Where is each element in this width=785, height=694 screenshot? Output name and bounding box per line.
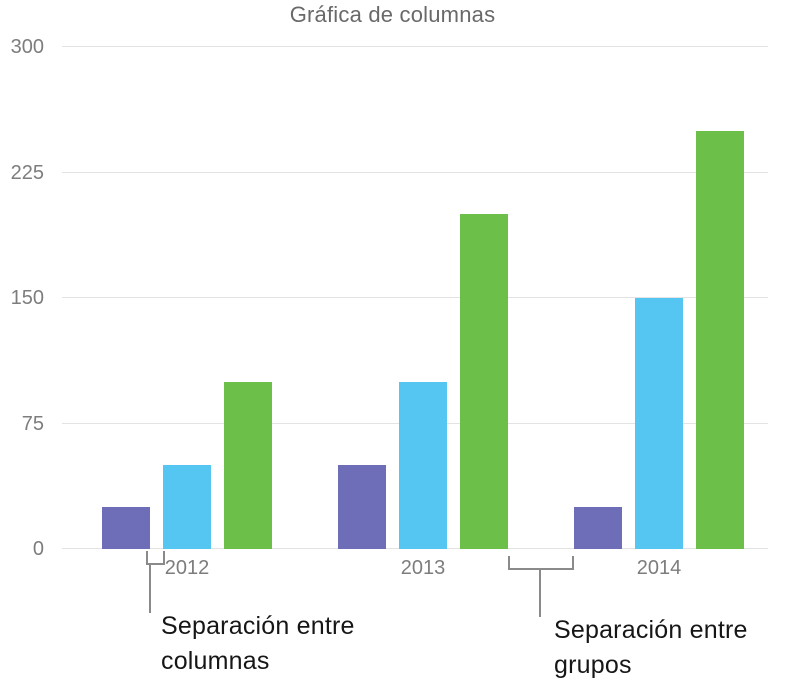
gridline — [62, 297, 768, 298]
y-axis-tick-label: 225 — [10, 161, 44, 184]
x-axis-tick-label: 2012 — [164, 557, 210, 579]
bar-group: 2013 — [338, 47, 508, 579]
bar — [163, 465, 211, 549]
bar-group: 2012 — [102, 47, 272, 579]
bar — [224, 381, 272, 549]
y-axis-tick-label: 150 — [10, 287, 44, 309]
bar — [635, 298, 683, 549]
gridline — [62, 46, 768, 47]
gridline — [62, 171, 768, 173]
bars-layer: 2012 2013 2014 — [62, 47, 768, 579]
bar — [399, 381, 447, 549]
plot-area: 0 75 150 225 300 2012 2013 2014 — [11, 37, 768, 579]
bar — [696, 130, 744, 549]
bar — [460, 214, 508, 549]
y-axis-tick-label: 75 — [21, 412, 44, 435]
y-axis-tick-label: 300 — [10, 36, 44, 58]
column-gap-connector-line — [149, 564, 151, 613]
y-axis-tick-label: 0 — [32, 538, 44, 560]
bar — [102, 507, 150, 549]
group-gap-callout-label: Separación entre grupos — [554, 616, 748, 679]
group-gap-connector-line — [539, 569, 541, 617]
bar — [338, 465, 386, 549]
group-gap-bracket — [508, 556, 574, 570]
column-gap-bracket — [146, 551, 165, 565]
chart-title: Gráfica de columnas — [289, 2, 496, 27]
bar-group: 2014 — [574, 47, 744, 579]
x-axis-tick-label: 2013 — [400, 557, 446, 579]
bar — [574, 507, 622, 549]
column-gap-callout-label: Separación entre columnas — [161, 612, 355, 675]
x-axis-tick-label: 2014 — [636, 557, 682, 579]
